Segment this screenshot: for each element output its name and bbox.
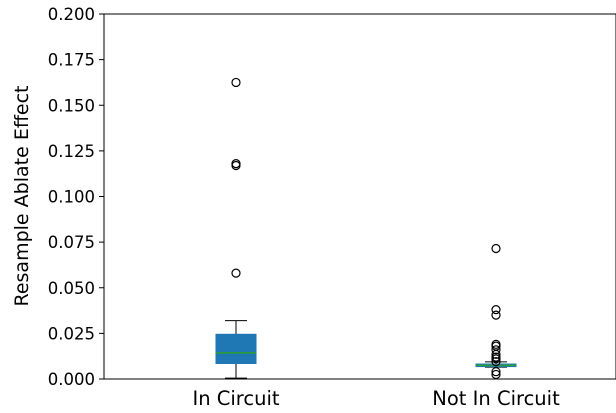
outlier-point bbox=[231, 159, 241, 169]
outlier-point bbox=[491, 357, 501, 367]
outlier-point bbox=[231, 77, 241, 88]
y-tick-label: 0.025 bbox=[48, 324, 95, 343]
y-tick-label: 0.200 bbox=[48, 5, 95, 24]
outlier-point bbox=[231, 268, 241, 278]
outlier-point bbox=[491, 345, 501, 355]
y-tick-label: 0.050 bbox=[48, 279, 95, 298]
y-tick-label: 0.175 bbox=[48, 51, 95, 70]
outlier-point bbox=[491, 305, 501, 315]
plot-frame bbox=[103, 13, 616, 380]
y-tick-label: 0.150 bbox=[48, 96, 95, 115]
outlier-point bbox=[491, 352, 501, 362]
box-group-in-circuit bbox=[215, 77, 257, 379]
box-series bbox=[215, 77, 517, 380]
y-axis-ticks: 0.000 0.025 0.050 0.075 0.100 0.125 0.150 0.175… bbox=[48, 5, 104, 389]
iqr-box bbox=[215, 333, 257, 364]
outlier-point bbox=[491, 367, 501, 377]
x-tick-label-in-circuit: In Circuit bbox=[192, 387, 279, 410]
box-group-not-in-circuit bbox=[475, 243, 517, 380]
y-tick-label: 0.000 bbox=[48, 370, 95, 389]
outlier-point bbox=[491, 369, 501, 380]
y-tick-label: 0.125 bbox=[48, 142, 95, 161]
y-tick-label: 0.100 bbox=[48, 188, 95, 207]
x-tick-label-not-in-circuit: Not In Circuit bbox=[432, 387, 560, 410]
outlier-point bbox=[491, 243, 501, 254]
y-axis-label: Resample Ablate Effect bbox=[11, 86, 33, 307]
y-tick-label: 0.075 bbox=[48, 233, 95, 252]
outlier-point bbox=[491, 310, 501, 320]
outlier-point bbox=[231, 160, 241, 171]
outlier-point bbox=[491, 339, 501, 349]
